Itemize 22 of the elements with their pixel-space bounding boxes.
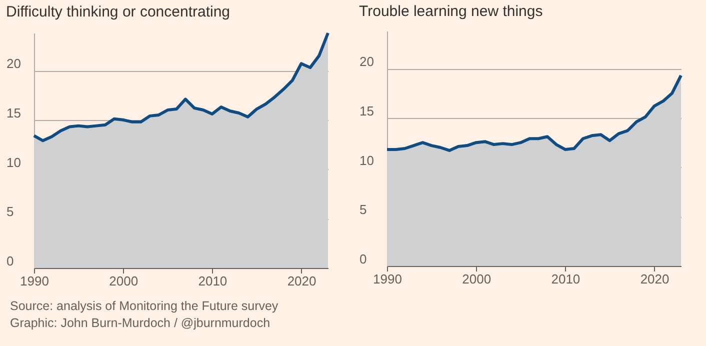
y-tick-label: 20 [6, 56, 21, 72]
x-tick-label: 2010 [551, 272, 580, 286]
y-tick-label: 5 [6, 204, 14, 220]
chart-title: Trouble learning new things [359, 3, 543, 20]
y-tick-label: 15 [360, 103, 374, 118]
source-note: Source: analysis of Monitoring the Future survey [10, 298, 280, 315]
x-tick-label: 2000 [462, 272, 492, 286]
x-tick-label: 1990 [20, 274, 49, 288]
y-tick-label: 10 [360, 152, 374, 168]
y-tick-label: 0 [360, 252, 367, 266]
text: Graphic: John Burn-Murdoch / @jburnmurdoch [10, 315, 272, 332]
y-tick-label: 20 [360, 54, 374, 70]
y-tick-label: 0 [6, 254, 14, 268]
y-tick-label: 5 [360, 202, 367, 218]
x-tick-label: 2010 [198, 274, 228, 288]
x-tick-label: 2020 [640, 272, 670, 286]
x-tick-label: 2000 [109, 274, 138, 288]
x-tick-label: 2020 [287, 274, 316, 288]
y-tick-label: 15 [6, 105, 21, 120]
chart-title: Difficulty thinking or concentrating [6, 4, 230, 20]
x-tick-label: 1990 [373, 272, 402, 286]
y-tick-label: 10 [6, 154, 21, 170]
